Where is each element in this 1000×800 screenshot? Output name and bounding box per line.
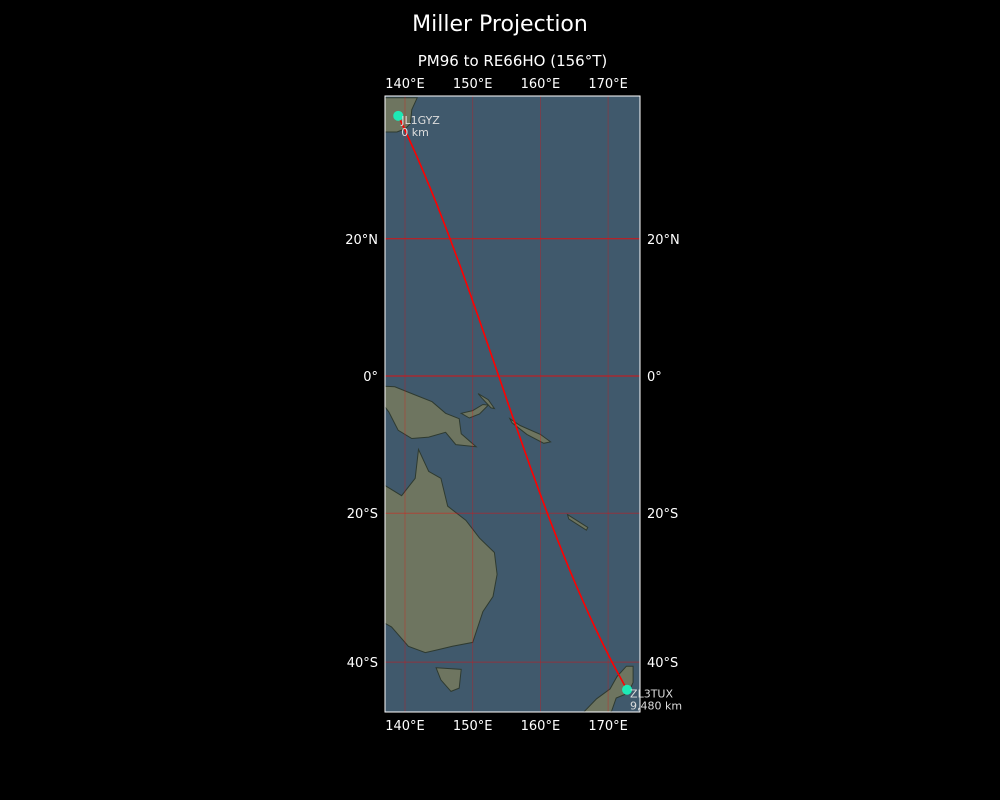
landmass-tasmania bbox=[435, 667, 462, 692]
lat-tick-label: 20°S bbox=[647, 507, 678, 522]
landmass-new-caledonia bbox=[566, 513, 589, 531]
landmass-australia bbox=[385, 447, 498, 654]
lat-tick-label: 20°N bbox=[345, 233, 378, 248]
landmass-new-guinea bbox=[385, 385, 478, 448]
lon-tick-label: 160°E bbox=[521, 77, 561, 92]
lon-tick-label: 170°E bbox=[588, 77, 628, 92]
land-layer bbox=[385, 97, 634, 712]
great-circle-path bbox=[397, 115, 628, 691]
graticule bbox=[385, 96, 640, 712]
station-callsign: JL1GYZ bbox=[400, 114, 440, 127]
lon-tick-label: 140°E bbox=[385, 719, 425, 734]
axis-ticks: 140°E 140°E 150°E 150°E 160°E 160°E 170°E 170°E… bbox=[345, 77, 680, 734]
map-frame bbox=[384, 95, 641, 713]
station-distance: 9,480 km bbox=[630, 700, 682, 713]
lat-tick-label: 0° bbox=[647, 370, 662, 385]
lon-tick-label: 170°E bbox=[588, 719, 628, 734]
station-distance: 0 km bbox=[401, 126, 429, 139]
lat-tick-label: 20°N bbox=[647, 233, 680, 248]
lat-tick-label: 20°S bbox=[347, 507, 378, 522]
lat-tick-label: 40°S bbox=[347, 656, 378, 671]
lat-tick-label: 40°S bbox=[647, 656, 678, 671]
lon-tick-label: 150°E bbox=[453, 719, 493, 734]
lat-tick-label: 0° bbox=[363, 370, 378, 385]
landmass-solomons bbox=[508, 417, 552, 444]
station-marker bbox=[393, 110, 404, 121]
map-subtitle: PM96 to RE66HO (156°T) bbox=[417, 52, 608, 70]
lon-tick-label: 160°E bbox=[521, 719, 561, 734]
lon-tick-label: 140°E bbox=[385, 77, 425, 92]
station-marker bbox=[622, 684, 633, 695]
station-callsign: ZL3TUX bbox=[630, 688, 673, 701]
lon-tick-label: 150°E bbox=[453, 77, 493, 92]
map-title: Miller Projection bbox=[412, 12, 588, 37]
landmass-new-ireland bbox=[477, 393, 496, 410]
